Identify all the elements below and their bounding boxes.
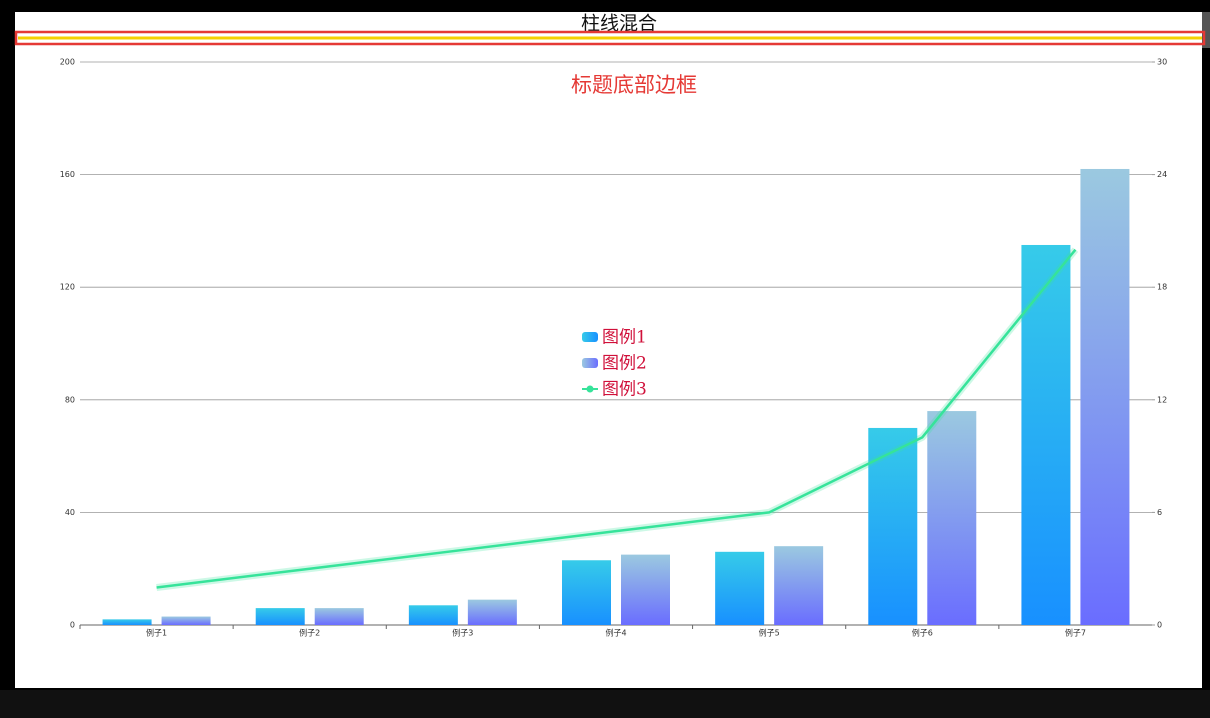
x-tick-label: 例子2 bbox=[299, 628, 320, 638]
title-border bbox=[14, 30, 1206, 46]
bar bbox=[715, 551, 765, 625]
y-tick-label: 0 bbox=[70, 621, 75, 630]
legend-icon bbox=[582, 358, 598, 368]
line bbox=[156, 248, 1077, 589]
x-tick-label: 例子4 bbox=[605, 628, 626, 638]
legend-label: 图例1 bbox=[602, 328, 647, 348]
y-tick-label: 200 bbox=[60, 58, 75, 67]
bar bbox=[774, 546, 824, 625]
y2-tick-label: 18 bbox=[1157, 283, 1167, 292]
bar bbox=[621, 554, 670, 625]
y2-tick-label: 0 bbox=[1157, 621, 1162, 630]
y-tick-label: 120 bbox=[60, 283, 75, 292]
bar bbox=[927, 411, 977, 625]
x-tick-label: 例子7 bbox=[1065, 628, 1086, 638]
x-tick-label: 例子3 bbox=[452, 628, 473, 638]
bar bbox=[408, 605, 458, 625]
bar bbox=[314, 608, 364, 625]
bar bbox=[562, 560, 611, 625]
bar bbox=[161, 616, 211, 625]
bar bbox=[1021, 244, 1071, 625]
y2-tick-label: 12 bbox=[1157, 395, 1167, 404]
y2-tick-label: 24 bbox=[1157, 170, 1167, 179]
bar bbox=[102, 619, 152, 625]
y-tick-label: 80 bbox=[65, 395, 75, 404]
legend-icon bbox=[586, 385, 594, 393]
annotation: 标题底部边框 bbox=[571, 73, 697, 97]
legend-label: 图例3 bbox=[602, 380, 647, 400]
bar bbox=[467, 599, 517, 625]
scrollbar bbox=[1202, 12, 1210, 48]
bar bbox=[1080, 168, 1130, 625]
chart-title: 柱线混合 bbox=[581, 13, 657, 35]
legend-icon bbox=[582, 332, 598, 342]
y-tick-label: 40 bbox=[65, 508, 75, 517]
y2-tick-label: 30 bbox=[1157, 58, 1167, 67]
bar bbox=[255, 608, 305, 625]
legend-label: 图例2 bbox=[602, 354, 647, 374]
x-tick-label: 例子6 bbox=[912, 628, 933, 638]
bottom-strip bbox=[0, 690, 1210, 718]
y2-tick-label: 6 bbox=[1157, 508, 1162, 517]
x-tick-label: 例子5 bbox=[759, 628, 780, 638]
x-tick-label: 例子1 bbox=[146, 628, 167, 638]
y-tick-label: 160 bbox=[60, 170, 75, 179]
